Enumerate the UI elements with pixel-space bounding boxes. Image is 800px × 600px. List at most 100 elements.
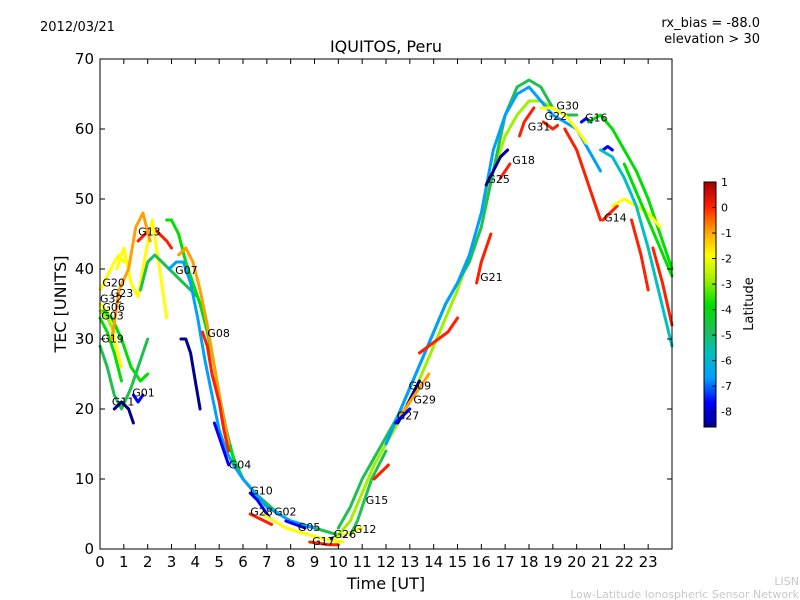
y-tick-label: 60 (75, 120, 94, 138)
y-tick-label: 20 (75, 400, 94, 418)
x-tick-label: 9 (310, 553, 320, 571)
x-tick-label: 4 (191, 553, 201, 571)
series-g10 (248, 491, 271, 519)
y-tick-label: 10 (75, 470, 94, 488)
series-g-r1 (372, 463, 390, 481)
colorbar-gradient (703, 181, 717, 428)
series-g13 (136, 225, 173, 250)
sat-label-g05: G05 (298, 521, 321, 534)
series-g14 (601, 204, 619, 222)
series-g19 (98, 337, 150, 411)
series-g-mid (417, 316, 459, 355)
series-g-o1 (110, 211, 152, 341)
series-g15 (348, 449, 388, 537)
sat-label-g11: G11 (112, 396, 135, 409)
y-tick-label: 40 (75, 260, 94, 278)
footer-org-name: Low-Latitude Ionospheric Sensor Network (570, 588, 799, 600)
sat-label-g22: G22 (545, 110, 568, 123)
series-g01 (131, 393, 145, 404)
x-tick-label: 12 (376, 553, 395, 571)
series-g-rise1 (336, 99, 555, 537)
sat-label-g29: G29 (413, 393, 436, 406)
sat-label-g03: G03 (101, 309, 124, 322)
sat-label-g17: G17 (312, 535, 335, 548)
x-tick-label: 0 (95, 553, 105, 571)
sat-label-g10: G10 (250, 484, 273, 497)
colorbar-tick-label: -2 (721, 253, 732, 266)
colorbar-tick-label: -8 (721, 406, 732, 419)
x-tick-label: 2 (143, 553, 153, 571)
x-tick-label: 20 (567, 553, 586, 571)
y-tick-label: 0 (84, 540, 94, 558)
chart-title: IQUITOS, Peru (330, 37, 442, 56)
series-g18 (498, 162, 512, 180)
x-tick-label: 21 (591, 553, 610, 571)
rx-bias-label: rx_bias = -88.0 (661, 16, 760, 31)
series-g-y1 (115, 218, 169, 320)
colorbar-tick-label: -6 (721, 355, 732, 368)
sat-label-g18: G18 (512, 154, 535, 167)
colorbar: 1 0 -1 -2 -3 -4 -5 -6 -7 -8 Latitude (703, 176, 757, 428)
series-g27 (394, 407, 412, 425)
x-tick-label: 13 (400, 553, 419, 571)
series-g-rise3 (384, 85, 602, 446)
sat-label-g16: G16 (585, 111, 608, 124)
sat-label-g21: G21 (480, 271, 503, 284)
colorbar-label: Latitude (742, 277, 757, 331)
y-tick-label: 50 (75, 190, 94, 208)
series-g-c1 (167, 260, 316, 530)
sat-label-g14: G14 (604, 211, 627, 224)
x-tick-label: 19 (543, 553, 562, 571)
x-tick-label: 5 (214, 553, 224, 571)
x-axis-title: Time [UT] (346, 574, 425, 593)
x-tick-label: 18 (519, 553, 538, 571)
series-g06 (98, 309, 116, 334)
sat-label-g09: G09 (409, 379, 432, 392)
series-g30 (539, 106, 588, 145)
x-tick-label: 16 (472, 553, 491, 571)
series-g-r4 (651, 246, 674, 327)
sat-label-g01: G01 (132, 386, 155, 399)
series-g16b (587, 113, 674, 271)
series-g11 (112, 400, 135, 425)
series-g29 (398, 372, 431, 418)
x-tick-label: 22 (615, 553, 634, 571)
series-g07 (165, 218, 245, 481)
series-g-b1 (179, 337, 202, 411)
series-g-b2 (601, 145, 614, 152)
series-g25 (484, 148, 510, 187)
sat-label-g06: G06 (102, 301, 125, 314)
series-layer (98, 78, 674, 547)
x-tick-label: 7 (262, 553, 272, 571)
footer-org-short: LISN (774, 575, 799, 588)
series-g05 (284, 519, 307, 530)
series-g-r3 (630, 218, 650, 292)
x-ticks: 0 1 2 3 4 5 6 7 8 9 10 11 12 13 14 15 16 17 18 19 20 21 22 23 (95, 59, 658, 571)
x-tick-label: 3 (167, 553, 177, 571)
colorbar-tick-label: 0 (721, 202, 728, 215)
x-tick-label: 8 (286, 553, 296, 571)
sat-label-g07: G07 (175, 264, 198, 277)
sat-label-g12: G12 (354, 523, 377, 536)
x-tick-label: 10 (329, 553, 348, 571)
sat-label-g27: G27 (397, 410, 420, 423)
series-g31 (518, 106, 536, 138)
sat-label-g30: G30 (556, 99, 579, 112)
elevation-label: elevation > 30 (664, 32, 760, 47)
series-g04 (212, 421, 231, 467)
sat-label-g08: G08 (207, 327, 230, 340)
series-g28 (248, 512, 274, 526)
sat-label-g23: G23 (111, 287, 134, 300)
series-g-c2 (599, 148, 674, 348)
series-g17 (308, 540, 340, 547)
colorbar-tick-label: -7 (721, 380, 732, 393)
y-tick-label: 30 (75, 330, 94, 348)
plot-area: G20G32G23G06G03G19G11G01G13G07G08G04G10G… (75, 50, 674, 571)
x-tick-label: 11 (353, 553, 372, 571)
x-tick-label: 23 (639, 553, 658, 571)
sat-label-g02: G02 (274, 505, 297, 518)
sat-label-g26: G26 (334, 528, 357, 541)
series-g-r2 (563, 127, 602, 222)
sat-label-g25: G25 (487, 173, 510, 186)
